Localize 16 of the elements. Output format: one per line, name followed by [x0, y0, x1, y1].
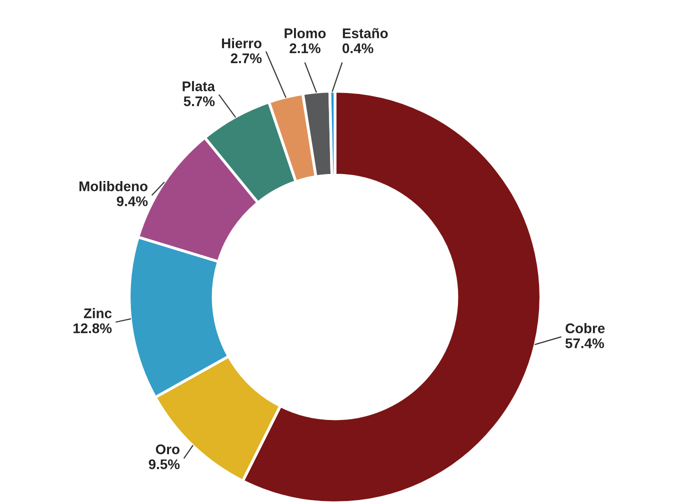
data-label: 0.4% — [342, 43, 374, 54]
slice-label: Molibdeno — [80, 181, 148, 192]
data-label: 9.5% — [148, 459, 180, 470]
data-label: 2.7% — [230, 53, 262, 64]
slice-label: Estaño — [342, 28, 388, 38]
slice-label: Cobre — [566, 323, 605, 334]
slice-label: Plata — [182, 81, 216, 92]
slice-label: Zinc — [84, 308, 112, 318]
slice-label: Oro — [156, 444, 180, 454]
slice-label: Plomo — [284, 28, 326, 38]
data-label: 9.4% — [116, 196, 148, 206]
data-label: 2.1% — [290, 43, 320, 54]
data-label: 5.7% — [184, 96, 215, 106]
data-label: 12.8% — [73, 323, 112, 334]
slice-label: Hierro — [222, 38, 262, 48]
data-label: 57.4% — [565, 338, 604, 348]
